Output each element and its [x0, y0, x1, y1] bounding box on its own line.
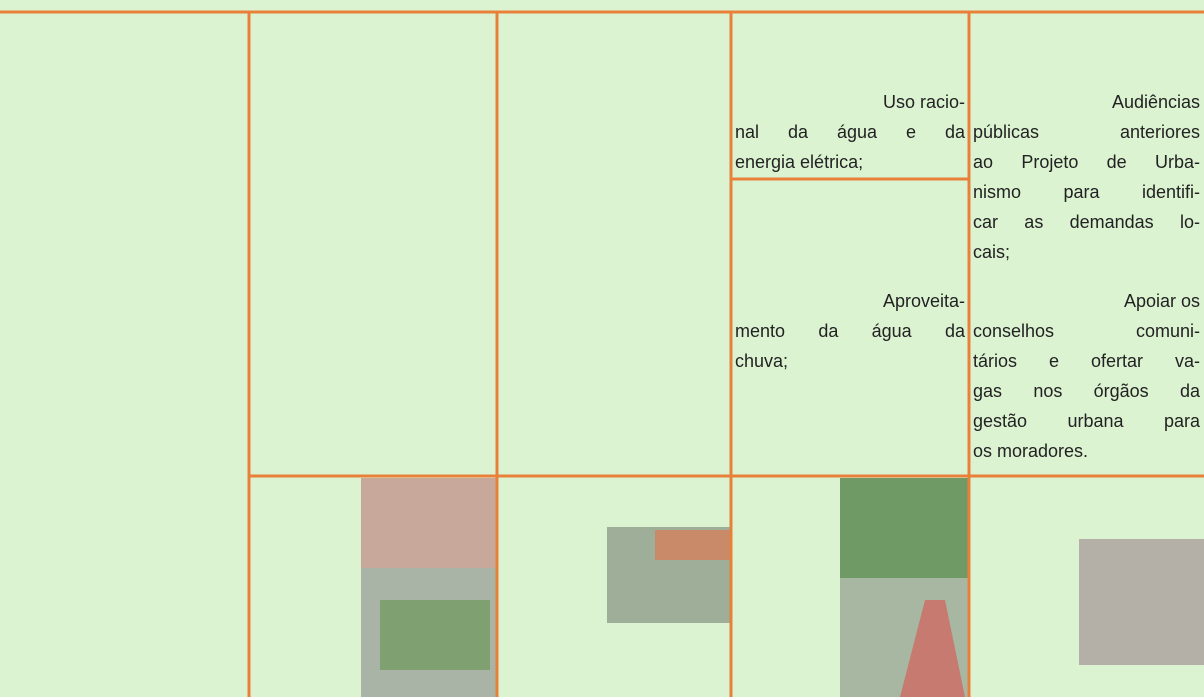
text-line: nal da água e da — [735, 122, 965, 142]
text-line: car as demandas lo- — [973, 212, 1200, 232]
text-line: energia elétrica; — [735, 152, 864, 172]
sketch-image — [1079, 539, 1204, 665]
text-line: ao Projeto de Urba- — [973, 152, 1200, 172]
text-line: gestão urbana para — [973, 411, 1200, 431]
text-line: tários e ofertar va- — [973, 351, 1200, 371]
sketch-detail — [380, 600, 490, 670]
text-line: nismo para identifi- — [973, 182, 1200, 202]
sketch-detail — [840, 478, 969, 578]
sketch-detail — [900, 600, 965, 697]
sketch-detail — [361, 478, 497, 568]
text-line: Apoiar os — [1123, 291, 1200, 311]
text-line: cais; — [973, 242, 1011, 262]
table-borders — [0, 10, 1204, 697]
text-line: mento da água da — [735, 321, 965, 341]
text-line: Uso racio- — [882, 92, 965, 112]
text-line: conselhos comuni- — [973, 321, 1200, 341]
sketch-images — [361, 478, 1204, 697]
text-line: Aproveita- — [882, 291, 965, 311]
text-line: públicas anteriores — [973, 122, 1200, 142]
sketch-detail — [655, 530, 731, 560]
text-line: gas nos órgãos da — [973, 381, 1200, 401]
text-line: Audiências — [1111, 92, 1200, 112]
text-line: os moradores. — [973, 441, 1089, 461]
text-line: chuva; — [735, 351, 789, 371]
